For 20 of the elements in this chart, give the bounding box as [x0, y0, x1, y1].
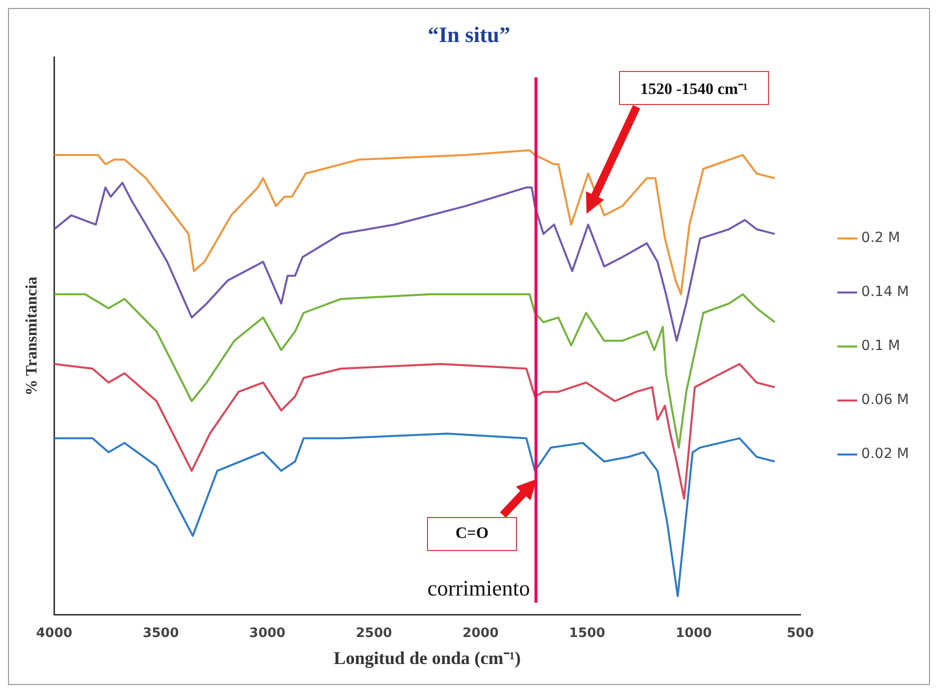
chart-title: “In situ”	[428, 22, 510, 47]
note-box: 1520 -1540 cm⁻¹	[619, 71, 769, 105]
x-axis-title: Longitud de onda (cm⁻¹)	[334, 648, 521, 668]
x-tick-label: 500	[786, 626, 814, 641]
x-tick-label: 1500	[569, 626, 606, 641]
legend-label: 0.14 M	[861, 284, 909, 300]
note-box: C=O	[427, 517, 517, 551]
x-tick-label: 1000	[676, 626, 712, 641]
x-tick-label: 4000	[36, 626, 72, 641]
y-axis-title: % Transmitancia	[24, 276, 41, 396]
ref-line-label: corrimiento	[427, 576, 530, 601]
annotation: C=O	[455, 525, 489, 543]
x-tick-label: 3500	[142, 626, 179, 641]
legend-label: 0.1 M	[861, 338, 900, 354]
legend-label: 0.2 M	[861, 230, 900, 246]
legend-label: 0.02 M	[861, 446, 909, 462]
legend-label: 0.06 M	[861, 392, 909, 408]
x-tick-label: 2500	[356, 626, 392, 641]
x-tick-label: 2000	[462, 626, 499, 641]
x-tick-label: 3000	[249, 626, 286, 641]
